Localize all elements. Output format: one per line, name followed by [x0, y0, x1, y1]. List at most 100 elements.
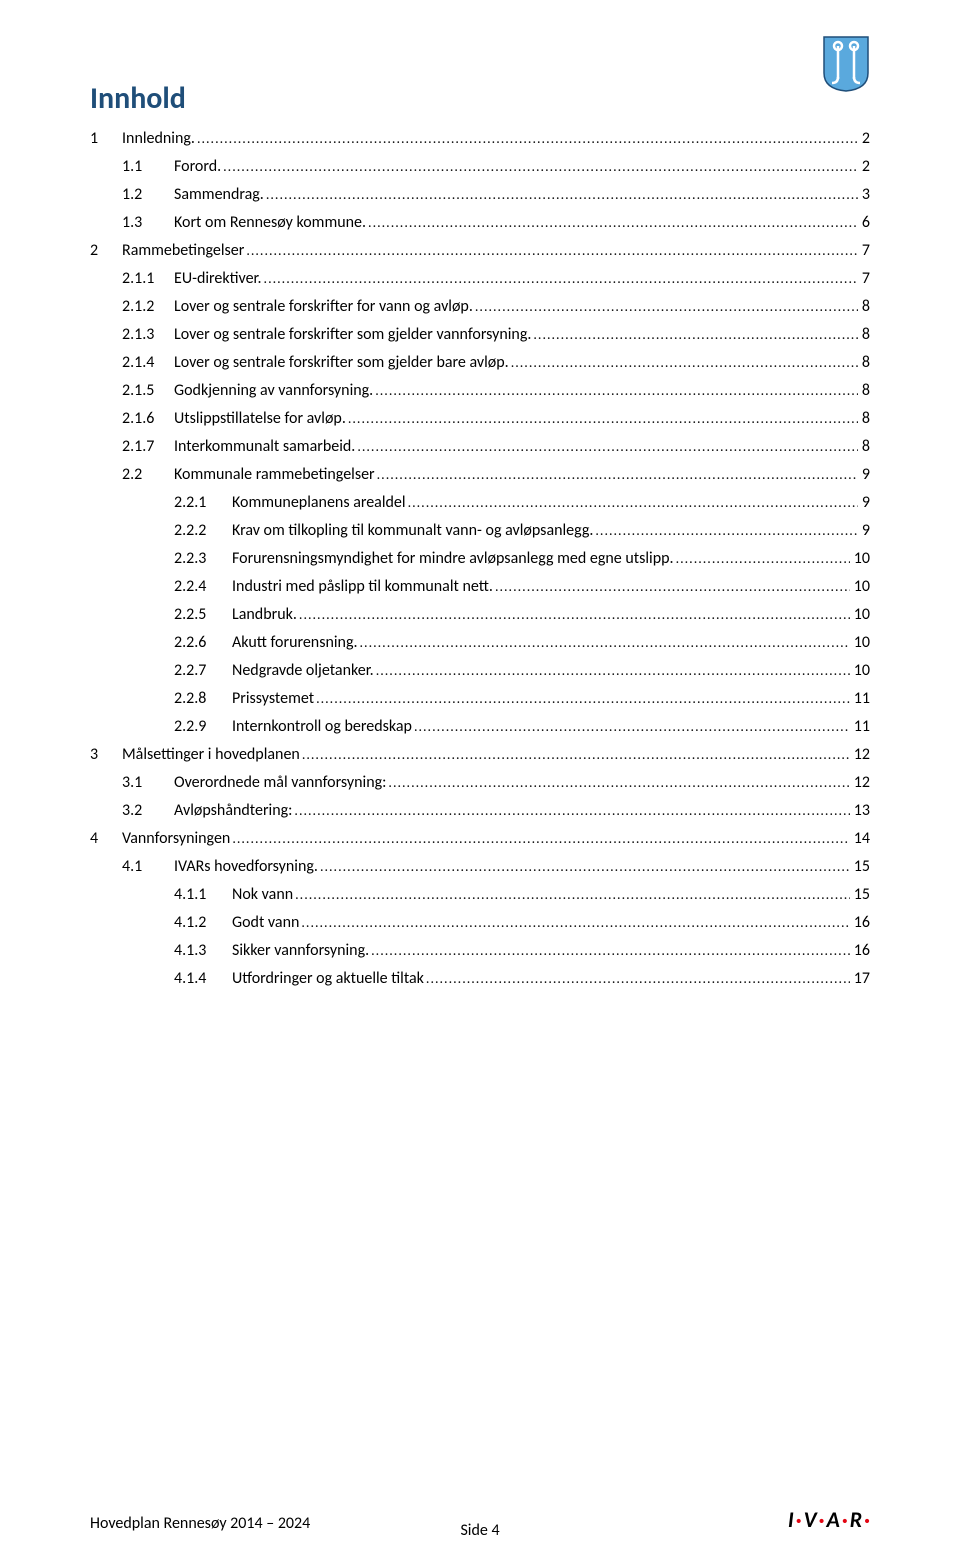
toc-entry-page: 8	[862, 299, 870, 315]
toc-entry-number: 4.1.4	[174, 971, 232, 987]
page-number: Side 4	[460, 1521, 499, 1540]
toc-entry[interactable]: 4.1.2Godt vann 16	[90, 915, 870, 931]
toc-entry[interactable]: 1Innledning. 2	[90, 131, 870, 147]
toc-entry[interactable]: 4.1.4Utfordringer og aktuelle tiltak17	[90, 971, 870, 987]
toc-leader-dots	[676, 551, 850, 567]
toc-entry-number: 1.1	[122, 159, 174, 175]
toc-entry-label: Nedgravde oljetanker.	[232, 663, 374, 679]
footer-doc-title: Hovedplan Rennesøy 2014 – 2024	[90, 1514, 310, 1533]
toc-entry[interactable]: 2.2.6Akutt forurensning.10	[90, 635, 870, 651]
toc-entry-number: 4.1	[122, 859, 174, 875]
toc-entry-number: 2.1.2	[122, 299, 174, 315]
toc-entry-page: 3	[862, 187, 870, 203]
toc-entry[interactable]: 3.2Avløpshåndtering:13	[90, 803, 870, 819]
toc-leader-dots	[414, 719, 850, 735]
toc-entry-label: Godt vann	[232, 915, 299, 931]
toc-entry-label: Sammendrag.	[174, 187, 264, 203]
toc-leader-dots	[246, 243, 858, 259]
toc-entry[interactable]: 1.3Kort om Rennesøy kommune.6	[90, 215, 870, 231]
toc-leader-dots	[232, 831, 849, 847]
toc-entry-page: 10	[854, 663, 870, 679]
toc-entry[interactable]: 2.1.5Godkjenning av vannforsyning.8	[90, 383, 870, 399]
toc-entry[interactable]: 2.2.5Landbruk.10	[90, 607, 870, 623]
municipality-shield-icon	[822, 35, 870, 93]
toc-entry-number: 3.1	[122, 775, 174, 791]
toc-entry-page: 9	[862, 523, 870, 539]
toc-entry-page: 17	[854, 971, 870, 987]
toc-leader-dots	[360, 635, 850, 651]
toc-leader-dots	[408, 495, 858, 511]
toc-entry-label: Forord.	[174, 159, 221, 175]
toc-entry[interactable]: 2.2.9Internkontroll og beredskap11	[90, 719, 870, 735]
toc-entry-number: 2.2.9	[174, 719, 232, 735]
toc-entry-number: 2.2.3	[174, 551, 232, 567]
toc-entry[interactable]: 3Målsettinger i hovedplanen12	[90, 747, 870, 763]
toc-entry-page: 2	[862, 159, 870, 175]
toc-entry[interactable]: 4.1IVARs hovedforsyning.15	[90, 859, 870, 875]
toc-entry[interactable]: 1.1Forord. 2	[90, 159, 870, 175]
toc-entry-page: 8	[862, 439, 870, 455]
toc-entry-number: 2.1.4	[122, 355, 174, 371]
toc-entry-label: Godkjenning av vannforsyning.	[174, 383, 373, 399]
toc-entry-page: 10	[854, 607, 870, 623]
toc-leader-dots	[301, 915, 849, 931]
toc-entry[interactable]: 2.1.7Interkommunalt samarbeid. 8	[90, 439, 870, 455]
toc-leader-dots	[388, 775, 849, 791]
toc-entry[interactable]: 2Rammebetingelser7	[90, 243, 870, 259]
toc-leader-dots	[426, 971, 850, 987]
toc-entry[interactable]: 2.2.8Prissystemet11	[90, 691, 870, 707]
toc-entry-page: 14	[854, 831, 870, 847]
toc-entry-label: Rammebetingelser	[122, 243, 244, 259]
toc-entry[interactable]: 2.2.3Forurensningsmyndighet for mindre a…	[90, 551, 870, 567]
toc-entry-label: IVARs hovedforsyning.	[174, 859, 318, 875]
toc-entry[interactable]: 2.1.3Lover og sentrale forskrifter som g…	[90, 327, 870, 343]
toc-entry-number: 2	[90, 243, 122, 259]
toc-entry-number: 1.3	[122, 215, 174, 231]
toc-entry-label: Landbruk.	[232, 607, 297, 623]
toc-entry-number: 2.1.7	[122, 439, 174, 455]
toc-entry-label: Utslippstillatelse for avløp.	[174, 411, 346, 427]
toc-entry[interactable]: 2.1.6Utslippstillatelse for avløp.8	[90, 411, 870, 427]
toc-leader-dots	[320, 859, 850, 875]
toc-entry-label: Sikker vannforsyning.	[232, 943, 369, 959]
toc-leader-dots	[264, 271, 858, 287]
toc-entry-number: 2.1.5	[122, 383, 174, 399]
toc-leader-dots	[371, 943, 850, 959]
toc-entry[interactable]: 2.1.4Lover og sentrale forskrifter som g…	[90, 355, 870, 371]
toc-entry-page: 8	[862, 327, 870, 343]
toc-entry-page: 13	[854, 803, 870, 819]
toc-entry[interactable]: 4.1.1Nok vann15	[90, 887, 870, 903]
toc-entry-number: 2.2.7	[174, 663, 232, 679]
toc-leader-dots	[511, 355, 858, 371]
toc-entry-number: 4.1.3	[174, 943, 232, 959]
toc-entry[interactable]: 2.2Kommunale rammebetingelser9	[90, 467, 870, 483]
toc-entry-label: Lover og sentrale forskrifter som gjelde…	[174, 355, 509, 371]
toc-entry[interactable]: 2.2.4Industri med påslipp til kommunalt …	[90, 579, 870, 595]
toc-entry-number: 2.2	[122, 467, 174, 483]
toc-entry-number: 4.1.2	[174, 915, 232, 931]
toc-entry[interactable]: 2.1.2Lover og sentrale forskrifter for v…	[90, 299, 870, 315]
toc-title: Innhold	[90, 80, 870, 117]
toc-entry[interactable]: 2.2.1Kommuneplanens arealdel9	[90, 495, 870, 511]
toc-entry[interactable]: 2.2.7Nedgravde oljetanker. 10	[90, 663, 870, 679]
toc-entry-page: 2	[862, 131, 870, 147]
toc-entry-label: Innledning.	[122, 131, 195, 147]
toc-entry[interactable]: 2.2.2Krav om tilkopling til kommunalt va…	[90, 523, 870, 539]
toc-entry[interactable]: 1.2Sammendrag.3	[90, 187, 870, 203]
toc-entry-label: Interkommunalt samarbeid.	[174, 439, 355, 455]
toc-entry-label: Avløpshåndtering:	[174, 803, 292, 819]
toc-entry[interactable]: 4Vannforsyningen14	[90, 831, 870, 847]
toc-entry-label: Vannforsyningen	[122, 831, 230, 847]
toc-entry-number: 4.1.1	[174, 887, 232, 903]
toc-entry[interactable]: 4.1.3Sikker vannforsyning.16	[90, 943, 870, 959]
toc-entry-number: 2.1.6	[122, 411, 174, 427]
toc-entry-number: 1	[90, 131, 122, 147]
toc-leader-dots	[475, 299, 858, 315]
toc-leader-dots	[348, 411, 858, 427]
toc-entry-label: Industri med påslipp til kommunalt nett.	[232, 579, 493, 595]
toc-entry[interactable]: 2.1.1EU-direktiver.7	[90, 271, 870, 287]
toc-entry[interactable]: 3.1Overordnede mål vannforsyning:12	[90, 775, 870, 791]
toc-entry-page: 9	[862, 495, 870, 511]
toc-entry-page: 16	[854, 915, 870, 931]
toc-entry-page: 10	[854, 551, 870, 567]
